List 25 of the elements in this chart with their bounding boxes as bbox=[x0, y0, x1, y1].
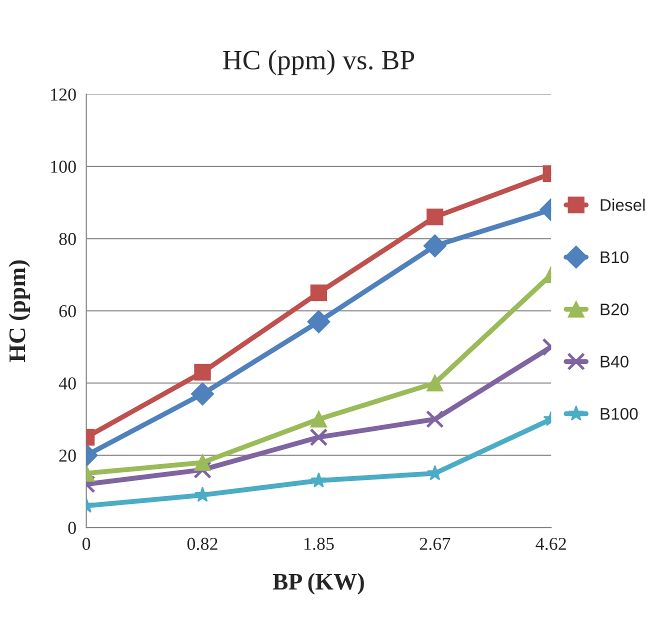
y-tick-label: 120 bbox=[51, 88, 76, 101]
point bbox=[310, 472, 327, 488]
chart-title: HC (ppm) vs. BP bbox=[223, 50, 414, 76]
point bbox=[310, 410, 328, 428]
legend-label: B100 bbox=[600, 408, 638, 420]
legend-label: B10 bbox=[600, 251, 628, 264]
point bbox=[307, 310, 330, 334]
legend-label: B40 bbox=[600, 356, 628, 368]
y-axis-title: HC (ppm) bbox=[8, 260, 30, 362]
point bbox=[310, 428, 328, 446]
legend-label: B20 bbox=[600, 304, 628, 316]
y-tick-label: 20 bbox=[59, 450, 76, 462]
y-tick-label: 100 bbox=[51, 160, 76, 173]
x-tick-label: 1.85 bbox=[304, 538, 334, 550]
x-tick-label: 0 bbox=[82, 538, 90, 550]
x-tick-label: 0.82 bbox=[187, 538, 218, 550]
y-tick-label: 80 bbox=[59, 232, 76, 246]
y-tick-label: 40 bbox=[58, 377, 76, 390]
x-tick-label: 4.62 bbox=[536, 538, 566, 550]
point bbox=[310, 284, 328, 302]
x-axis-title: BP (KW) bbox=[272, 573, 364, 594]
x-tick-label: 2.67 bbox=[420, 538, 450, 550]
y-tick-label: 60 bbox=[59, 305, 76, 318]
y-tick-label: 0 bbox=[68, 522, 76, 534]
legend-label: Diesel bbox=[600, 198, 645, 211]
